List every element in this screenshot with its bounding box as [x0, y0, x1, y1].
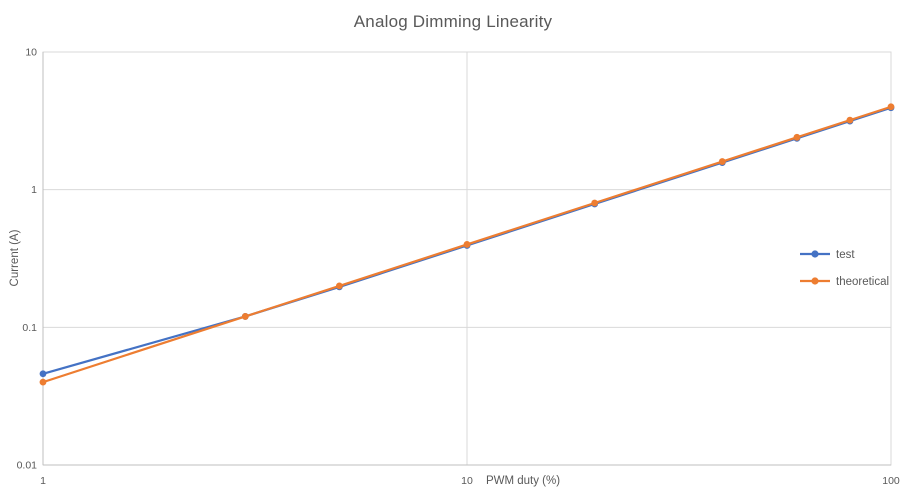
x-tick-label-10: 10: [461, 475, 473, 487]
series-theoretical-marker-100: [887, 103, 895, 111]
legend-label-theoretical: theoretical: [836, 276, 889, 288]
x-axis-title: PWM duty (%): [485, 475, 561, 487]
y-tick-label-1: 1: [31, 184, 37, 196]
y-tick-label-10: 10: [25, 47, 37, 59]
x-tick-label-100: 100: [882, 475, 900, 487]
legend-label-test: test: [836, 249, 855, 261]
series-theoretical-marker-3: [241, 313, 249, 320]
series-theoretical-marker-40: [718, 158, 726, 165]
legend-marker-theoretical: [811, 277, 819, 285]
legend-marker-test: [811, 250, 819, 258]
series-theoretical-marker-5: [335, 282, 343, 290]
series-theoretical-marker-60: [793, 133, 801, 141]
series-theoretical-marker-20: [591, 199, 599, 207]
x-tick-label-1: 1: [40, 475, 46, 487]
series-test-marker-1: [39, 370, 47, 378]
y-tick-label-0.01: 0.01: [17, 460, 38, 472]
series-theoretical-marker-1: [39, 378, 47, 386]
chart-title: Analog Dimming Linearity: [353, 12, 553, 31]
series-theoretical-marker-80: [846, 116, 854, 124]
series-theoretical-marker-10: [463, 241, 471, 248]
y-tick-label-0.1: 0.1: [22, 322, 37, 334]
